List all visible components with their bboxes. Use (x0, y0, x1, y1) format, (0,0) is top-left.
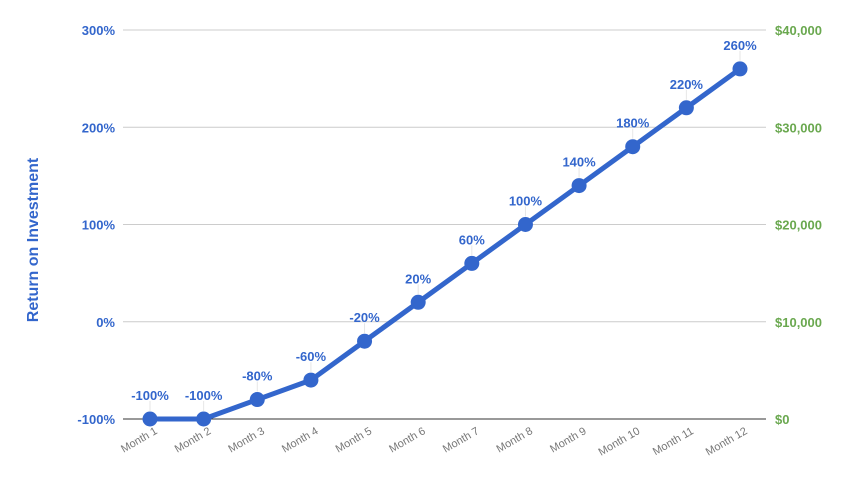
right-y-tick-label: $10,000 (775, 315, 822, 330)
data-label: -100% (185, 388, 223, 403)
data-point[interactable] (625, 139, 641, 155)
x-tick-label: Month 7 (441, 425, 481, 455)
data-point[interactable] (678, 100, 694, 116)
x-tick-label: Month 2 (173, 425, 213, 455)
data-label: 220% (670, 77, 704, 92)
x-tick-label: Month 4 (280, 425, 320, 455)
data-labels: -100% -100% -80% -60% -20% 20% 60% 100% 140% 180%… (131, 38, 757, 411)
left-y-tick-label: 300% (82, 23, 116, 38)
left-y-tick-label: 0% (96, 315, 115, 330)
series-return-on-investment[interactable] (142, 61, 748, 427)
left-y-tick-label: 100% (82, 218, 116, 233)
data-label: 20% (405, 271, 431, 286)
x-tick-label: Month 12 (704, 425, 750, 458)
data-label: 100% (509, 194, 543, 209)
x-tick-label: Month 6 (387, 425, 427, 455)
x-tick-label: Month 5 (334, 425, 374, 455)
data-point[interactable] (249, 392, 265, 408)
data-label: 60% (459, 232, 485, 247)
data-label: -80% (242, 369, 273, 384)
data-point[interactable] (142, 411, 158, 427)
right-y-tick-label: $0 (775, 412, 789, 427)
data-point[interactable] (517, 217, 533, 232)
x-axis-ticks: Month 1 Month 2 Month 3 Month 4 Month 5 Month… (119, 425, 749, 458)
right-y-tick-label: $30,000 (775, 120, 822, 135)
x-tick-label: Month 9 (548, 425, 588, 455)
x-tick-label: Month 8 (495, 425, 535, 455)
left-y-tick-label: 200% (82, 120, 116, 135)
data-point[interactable] (303, 372, 319, 388)
data-point[interactable] (571, 178, 587, 194)
x-tick-label: Month 1 (119, 425, 159, 455)
x-tick-label: Month 11 (651, 425, 696, 458)
data-label: 180% (616, 116, 650, 131)
data-label: -20% (349, 310, 380, 325)
right-y-tick-label: $40,000 (775, 23, 822, 38)
data-label: -60% (296, 349, 327, 364)
left-y-axis-title: Return on Investment (25, 157, 42, 322)
data-point[interactable] (732, 61, 748, 77)
right-y-axis-ticks: $40,000 $30,000 $20,000 $10,000 $0 (775, 23, 822, 427)
data-point[interactable] (410, 294, 426, 310)
x-tick-label: Month 3 (226, 425, 266, 455)
data-label: 260% (723, 38, 757, 53)
data-point[interactable] (357, 333, 373, 349)
series-line (147, 66, 743, 422)
data-point[interactable] (196, 411, 212, 427)
data-label: -100% (131, 388, 169, 403)
left-y-tick-label: -100% (77, 412, 115, 427)
data-point[interactable] (464, 255, 480, 271)
data-label: 140% (562, 155, 596, 170)
left-y-axis-ticks: 300% 200% 100% 0% -100% (77, 23, 115, 427)
x-tick-label: Month 10 (596, 425, 642, 458)
right-y-tick-label: $20,000 (775, 218, 822, 233)
